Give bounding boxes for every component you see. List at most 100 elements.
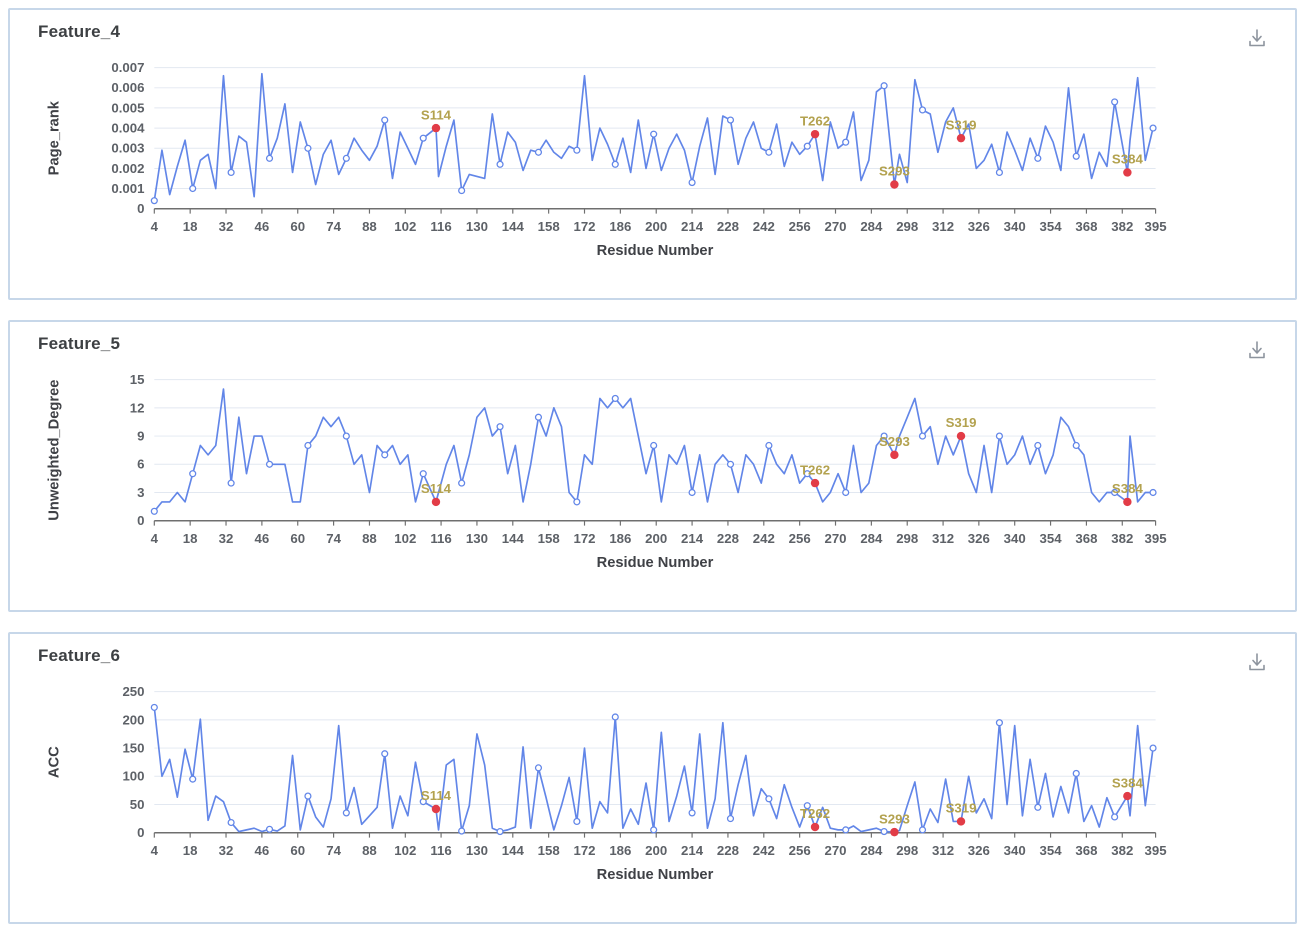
data-point-marker — [1034, 441, 1042, 450]
x-tick-label: 4 — [151, 531, 159, 546]
x-tick-label: 18 — [183, 219, 198, 234]
x-tick-label: 88 — [362, 843, 377, 858]
x-tick-label: 312 — [932, 843, 954, 858]
data-point-marker — [995, 432, 1003, 440]
x-tick-label: 130 — [466, 219, 488, 234]
x-tick-label: 284 — [860, 219, 883, 234]
annotation-dot — [810, 129, 820, 139]
annotation-label: S114 — [421, 481, 452, 496]
x-tick-label: 270 — [824, 843, 846, 858]
chart-feature-6[interactable]: 0 50 100 150 200 250 4 18 32 46 60 74 88 102 116 130 144… — [24, 674, 1281, 916]
y-tick-label: 6 — [137, 457, 144, 472]
x-tick-label: 326 — [968, 531, 990, 546]
data-point-marker — [611, 713, 619, 721]
x-tick-label: 326 — [968, 843, 990, 858]
y-tick-label: 250 — [122, 684, 144, 699]
data-point-marker — [496, 828, 504, 836]
data-point-marker — [1149, 489, 1157, 497]
data-point-marker — [534, 413, 543, 421]
x-tick-label: 228 — [717, 531, 739, 546]
y-tick-label: 9 — [137, 429, 144, 444]
data-point-marker — [688, 809, 696, 817]
x-tick-label: 256 — [789, 843, 811, 858]
data-point-marker — [880, 828, 888, 836]
y-tick-label: 0 — [137, 825, 144, 840]
data-point-marker — [765, 441, 773, 450]
data-point-marker — [419, 134, 427, 142]
x-tick-label: 102 — [394, 219, 416, 234]
y-tick-label: 0.003 — [111, 141, 144, 156]
x-tick-label: 256 — [789, 531, 811, 546]
x-tick-label: 228 — [717, 219, 739, 234]
data-point-marker — [458, 827, 466, 835]
panel-title: Feature_4 — [38, 22, 121, 41]
x-tick-label: 214 — [681, 843, 704, 858]
data-point-marker — [189, 184, 197, 193]
x-tick-label: 200 — [645, 843, 667, 858]
y-tick-label: 100 — [122, 769, 144, 784]
panel-feature-6: Feature_6 0 50 100 150 200 250 4 18 32 46 60 74 88 10… — [8, 632, 1297, 925]
x-tick-label: 200 — [645, 531, 667, 546]
download-chart-button[interactable] — [1243, 648, 1271, 676]
data-point-marker — [880, 82, 888, 90]
y-tick-label: 0.006 — [111, 80, 144, 95]
x-tick-label: 186 — [609, 531, 631, 546]
x-tick-label: 116 — [430, 843, 451, 858]
y-axis-title: Page_rank — [46, 100, 62, 175]
download-chart-button[interactable] — [1243, 24, 1271, 52]
chart-feature-4[interactable]: 0 0.001 0.002 0.003 0.004 0.005 0.006 0.007 4 18 3… — [24, 50, 1281, 292]
chart-svg: 0 3 6 9 12 15 4 18 32 46 60 74 88 102 116 130 144 158 172 1… — [46, 372, 1166, 571]
data-point-marker — [342, 809, 350, 817]
x-tick-label: 186 — [609, 219, 631, 234]
x-tick-label: 298 — [896, 531, 918, 546]
x-tick-label: 144 — [502, 219, 525, 234]
x-tick-label: 144 — [502, 843, 525, 858]
x-tick-label: 32 — [219, 219, 234, 234]
x-tick-label: 116 — [430, 531, 451, 546]
x-tick-label: 256 — [789, 219, 811, 234]
download-chart-button[interactable] — [1243, 336, 1271, 364]
annotation-dot — [890, 828, 899, 837]
x-tick-label: 60 — [290, 531, 305, 546]
x-tick-label: 130 — [466, 843, 488, 858]
data-point-marker — [304, 441, 312, 450]
annotation-label: T262 — [800, 113, 830, 128]
x-tick-label: 172 — [573, 531, 595, 546]
y-tick-label: 0 — [137, 513, 144, 528]
x-tick-label: 242 — [753, 219, 775, 234]
data-point-marker — [265, 825, 274, 834]
annotation-label: S384 — [1112, 481, 1144, 496]
chart-svg: 0 0.001 0.002 0.003 0.004 0.005 0.006 0.007 4 18 3… — [46, 60, 1166, 259]
download-icon — [1249, 29, 1265, 47]
x-tick-label: 228 — [717, 843, 739, 858]
data-point-marker — [534, 764, 543, 772]
data-point-marker — [995, 168, 1003, 177]
annotation-dot — [1123, 497, 1132, 507]
panel-feature-4: Feature_4 0 0.001 0.002 0.003 0.004 0.005 0.00… — [8, 8, 1297, 301]
data-point-marker — [765, 795, 773, 803]
panel-header: Feature_4 — [24, 20, 1281, 50]
annotation-label: T262 — [800, 462, 830, 477]
x-tick-label: 340 — [1004, 531, 1026, 546]
feature-charts-page: Feature_4 0 0.001 0.002 0.003 0.004 0.005 0.00… — [8, 8, 1297, 925]
annotation-label: S384 — [1112, 152, 1144, 167]
chart-feature-5[interactable]: 0 3 6 9 12 15 4 18 32 46 60 74 88 102 116 130 144 158 172 1… — [24, 362, 1281, 604]
x-tick-label: 298 — [896, 843, 918, 858]
annotation-dot — [1123, 792, 1132, 801]
data-point-marker — [765, 148, 773, 156]
data-point-marker — [150, 197, 158, 205]
x-tick-label: 46 — [255, 219, 270, 234]
x-tick-label: 88 — [362, 219, 377, 234]
x-tick-label: 130 — [466, 531, 488, 546]
annotation-dot — [810, 478, 820, 488]
annotation-label: S319 — [946, 801, 977, 816]
x-tick-label: 242 — [753, 531, 775, 546]
data-point-marker — [1034, 154, 1042, 162]
y-tick-label: 3 — [137, 485, 144, 500]
panel-header: Feature_5 — [24, 332, 1281, 362]
x-tick-label: 172 — [573, 843, 595, 858]
x-tick-label: 214 — [681, 219, 704, 234]
series-line — [153, 706, 1154, 834]
data-point-marker — [342, 432, 350, 440]
data-point-marker — [726, 460, 735, 468]
